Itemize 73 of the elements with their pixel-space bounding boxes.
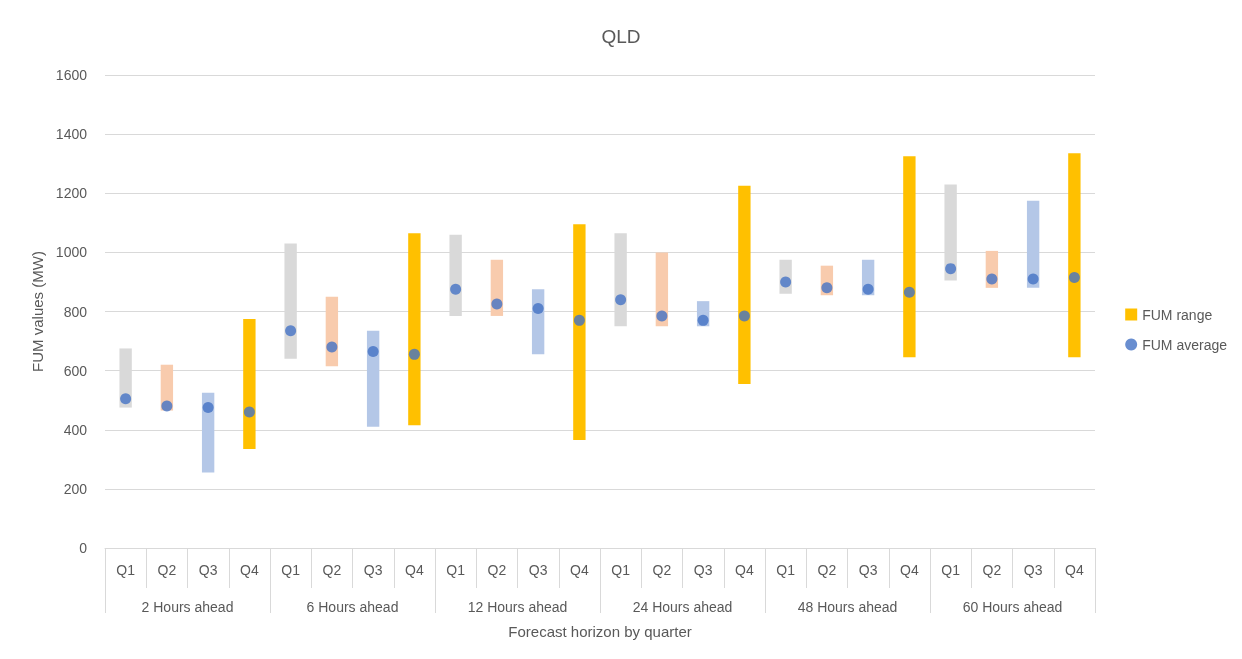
x-tick-label: Q1	[776, 562, 796, 578]
point	[285, 325, 297, 337]
y-tick-label: 1200	[55, 185, 88, 202]
point	[656, 310, 668, 322]
y-tick-label: 600	[63, 362, 88, 379]
point	[738, 310, 750, 322]
x-tick-label: Q3	[528, 562, 548, 578]
text: 2 Hours ahead	[141, 599, 234, 615]
text: 12 Hours ahead	[467, 599, 568, 615]
y-tick-label: 0	[79, 540, 88, 556]
bar	[738, 185, 751, 384]
text: 48 Hours ahead	[797, 599, 898, 615]
point	[491, 298, 503, 310]
text: 6 Hours ahead	[306, 599, 399, 615]
point	[1068, 272, 1080, 283]
x-tick-label: Q2	[982, 562, 1002, 578]
point	[986, 273, 998, 285]
legend-label: FUM average	[1142, 336, 1228, 353]
x-tick-label: Q2	[322, 562, 342, 578]
x-tick-label: Q1	[446, 562, 466, 578]
y-tick-label: 1600	[55, 67, 88, 83]
point	[532, 303, 544, 315]
bar	[1068, 153, 1081, 358]
point	[1027, 273, 1039, 285]
x-tick-label: Q1	[116, 562, 136, 578]
point	[326, 341, 338, 353]
point	[408, 348, 420, 360]
x-tick-label: Q4	[240, 562, 259, 578]
point	[202, 402, 214, 414]
point	[903, 286, 915, 298]
point	[573, 314, 585, 326]
point	[450, 283, 462, 295]
point	[945, 263, 957, 275]
x-tick-label: Q2	[487, 562, 507, 578]
x-tick-label: Q2	[157, 562, 177, 578]
x-tick-label: Q4	[1065, 562, 1084, 578]
x-tick-label: Q2	[652, 562, 672, 578]
point	[367, 345, 379, 357]
bar	[366, 330, 380, 427]
x-tick-label: Q3	[693, 562, 713, 578]
x-tick-label: Q4	[735, 562, 754, 578]
point	[821, 282, 833, 294]
y-axis-title: FUM values (MW)	[28, 251, 46, 372]
text: 60 Hours ahead	[962, 599, 1063, 615]
x-tick-label: Q3	[1023, 562, 1043, 578]
x-tick-label: Q3	[858, 562, 878, 578]
point	[243, 406, 255, 418]
x-axis-title: Forecast horizon by quarter	[508, 623, 692, 640]
y-tick-label: 1000	[55, 244, 88, 261]
point	[161, 400, 173, 412]
bar	[903, 156, 916, 358]
point	[615, 294, 627, 306]
x-tick-label: Q2	[817, 562, 837, 578]
bar	[243, 318, 256, 449]
legend-label: FUM range	[1142, 306, 1213, 323]
x-tick-label: Q1	[941, 562, 961, 578]
x-tick-label: Q4	[570, 562, 589, 578]
bar	[573, 224, 586, 441]
x-tick-label: Q3	[363, 562, 383, 578]
point	[862, 283, 874, 295]
x-tick-label: Q1	[281, 562, 301, 578]
x-tick-label: Q1	[611, 562, 631, 578]
x-tick-label: Q4	[405, 562, 424, 578]
bar	[1026, 200, 1040, 288]
y-tick-label: 800	[63, 303, 88, 320]
y-tick-label: 200	[63, 480, 88, 497]
y-tick-label: 400	[63, 421, 88, 438]
y-tick-label: 1400	[55, 126, 88, 143]
x-tick-label: Q4	[900, 562, 919, 578]
chart-title: QLD	[601, 26, 641, 47]
x-tick-label: Q3	[198, 562, 218, 578]
bar	[408, 233, 421, 426]
text: 24 Hours ahead	[632, 599, 733, 615]
